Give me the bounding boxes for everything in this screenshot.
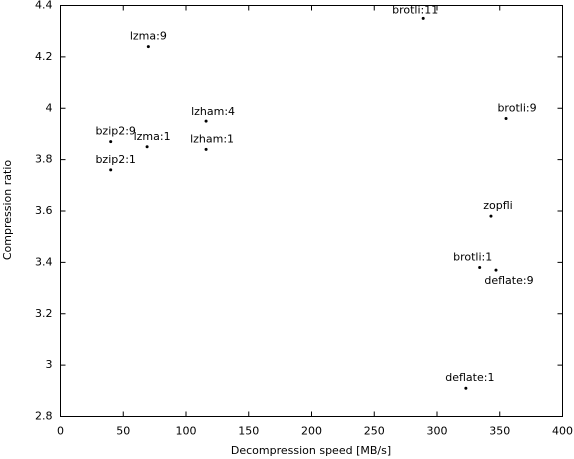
x-tick-label: 100 [176, 425, 197, 438]
x-tick-label: 300 [427, 425, 448, 438]
point-label: deflate:9 [484, 274, 533, 287]
point [478, 266, 482, 270]
x-axis-label: Decompression speed [MB/s] [231, 444, 391, 457]
point [109, 168, 113, 172]
y-axis-label: Compression ratio [1, 160, 14, 261]
x-tick-label: 400 [552, 425, 573, 438]
y-tick-label: 4.2 [35, 50, 53, 63]
x-tick-label: 0 [57, 425, 64, 438]
point-label: bzip2:9 [95, 125, 136, 138]
point [204, 119, 208, 123]
point-label: brotli:9 [497, 102, 536, 115]
point-label: deflate:1 [445, 371, 494, 384]
x-tick-label: 350 [489, 425, 510, 438]
y-tick-label: 4 [46, 101, 53, 114]
y-tick-label: 4.4 [35, 0, 53, 12]
point [204, 147, 208, 151]
point-label: brotli:1 [453, 251, 492, 264]
point-label: lzma:1 [134, 130, 171, 143]
y-tick-label: 3.8 [35, 153, 53, 166]
y-tick-label: 2.8 [35, 410, 53, 423]
y-tick-label: 3.4 [35, 255, 53, 268]
point [146, 45, 150, 49]
point [489, 214, 493, 218]
point [109, 140, 113, 144]
point [494, 268, 498, 272]
x-tick-label: 150 [238, 425, 259, 438]
point-label: lzma:9 [130, 30, 167, 43]
point-label: bzip2:1 [95, 153, 136, 166]
point [421, 16, 425, 20]
point-label: lzham:1 [190, 132, 234, 145]
x-tick-label: 50 [116, 425, 130, 438]
x-tick-label: 200 [301, 425, 322, 438]
point-label: brotli:11 [392, 3, 438, 16]
y-tick-label: 3.6 [35, 204, 53, 217]
point [504, 117, 508, 121]
point [145, 145, 149, 149]
x-tick-label: 250 [364, 425, 385, 438]
point [464, 386, 468, 390]
y-tick-label: 3 [46, 358, 53, 371]
point-label: zopfli [483, 199, 512, 212]
y-tick-label: 3.2 [35, 307, 53, 320]
point-label: lzham:4 [191, 105, 235, 118]
